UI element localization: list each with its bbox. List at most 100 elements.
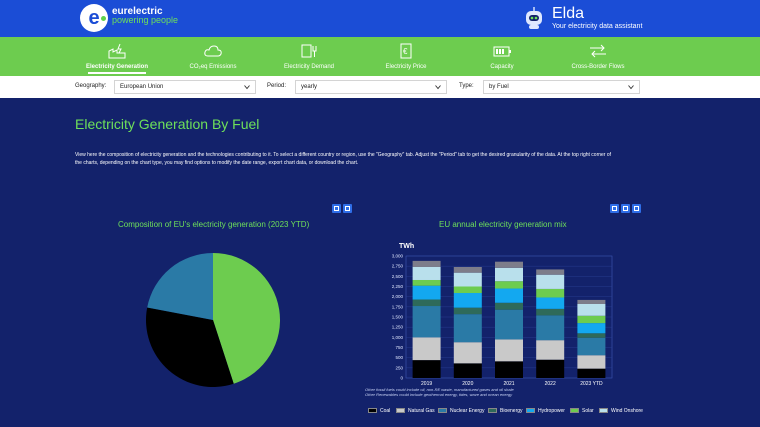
x-tick-label: 2020: [462, 381, 473, 387]
y-tick-label: 0: [400, 376, 403, 381]
bar-segment[interactable]: [412, 306, 441, 338]
bar-segment[interactable]: [577, 299, 606, 304]
legend-swatch: [396, 408, 405, 413]
bar-segment[interactable]: [412, 360, 441, 378]
top-header: e eurelectric powering people Elda Your …: [0, 0, 760, 37]
bar-segment[interactable]: [412, 337, 441, 361]
export-icon[interactable]: [621, 204, 630, 213]
pie-slice-2[interactable]: [147, 253, 213, 320]
main-nav: Electricity Generation CO₂eq Emissions E…: [0, 37, 760, 76]
bar-segment[interactable]: [536, 359, 565, 378]
bar-segment[interactable]: [577, 323, 606, 334]
robot-assistant-icon: [526, 7, 542, 29]
brand-tagline: powering people: [112, 15, 179, 25]
bar-segment[interactable]: [536, 297, 565, 309]
bar-segment[interactable]: [577, 315, 606, 324]
eurelectric-logo[interactable]: e: [80, 4, 108, 32]
battery-icon: [493, 46, 511, 57]
bar-segment[interactable]: [453, 307, 482, 315]
bar-segment[interactable]: [495, 339, 523, 362]
download-icon[interactable]: [343, 204, 352, 213]
bar-segment[interactable]: [495, 267, 523, 282]
bar-segment[interactable]: [577, 337, 606, 356]
bar-segment[interactable]: [577, 368, 606, 378]
svg-text:€: €: [403, 47, 408, 56]
bar-segment[interactable]: [577, 333, 606, 338]
geography-label: Geography:: [75, 83, 107, 89]
tab-electricity-generation[interactable]: Electricity Generation: [82, 37, 152, 76]
tab-co2eq-emissions[interactable]: CO₂eq Emissions: [180, 37, 246, 76]
bar-segment[interactable]: [453, 314, 482, 343]
tab-electricity-price[interactable]: € Electricity Price: [376, 37, 436, 76]
y-tick-label: 1,500: [392, 315, 404, 320]
tab-capacity[interactable]: Capacity: [474, 37, 530, 76]
bar-segment[interactable]: [536, 274, 565, 289]
period-select[interactable]: yearly: [295, 80, 447, 94]
bar-segment[interactable]: [536, 315, 565, 341]
pie-chart: [146, 253, 280, 387]
bar-segment[interactable]: [412, 266, 441, 280]
bar-segment[interactable]: [495, 302, 523, 310]
bar-segment[interactable]: [536, 269, 565, 275]
bar-segment[interactable]: [453, 286, 482, 294]
legend-swatch: [526, 408, 535, 413]
bar-segment[interactable]: [495, 261, 523, 268]
pie-chart-title: Composition of EU's electricity generati…: [118, 220, 310, 229]
footnote-line-1: Other fossil fuels could include oil, no…: [365, 387, 514, 392]
bar-segment[interactable]: [453, 363, 482, 378]
legend-label: Hydropower: [538, 408, 565, 414]
legend-label: Natural Gas: [408, 408, 435, 414]
y-tick-label: 2,250: [392, 284, 404, 289]
y-tick-label: 500: [395, 355, 403, 360]
bar-segment[interactable]: [453, 342, 482, 364]
x-tick-label: 2019: [421, 381, 432, 387]
page-title: Electricity Generation By Fuel: [75, 116, 260, 132]
legend-label: Solar: [582, 408, 594, 414]
bar-segment[interactable]: [412, 279, 441, 286]
pie-slice-0[interactable]: [213, 253, 280, 384]
tab-electricity-demand[interactable]: Electricity Demand: [276, 37, 342, 76]
plug-icon: [301, 44, 317, 58]
cloud-icon: [204, 45, 222, 57]
bar-segment[interactable]: [536, 288, 565, 298]
bar-segment[interactable]: [495, 281, 523, 289]
calendar-icon[interactable]: [610, 204, 619, 213]
bar-segment[interactable]: [453, 293, 482, 308]
y-tick-label: 2,500: [392, 274, 404, 279]
bar-segment[interactable]: [453, 272, 482, 287]
download-icon[interactable]: [632, 204, 641, 213]
legend-swatch: [488, 408, 497, 413]
bar-segment[interactable]: [577, 303, 606, 316]
pie-slice-1[interactable]: [146, 307, 234, 387]
euro-document-icon: €: [400, 43, 412, 59]
calendar-icon[interactable]: [332, 204, 341, 213]
type-select[interactable]: by Fuel: [483, 80, 640, 94]
y-tick-label: 250: [395, 365, 403, 370]
geography-select[interactable]: European Union: [114, 80, 256, 94]
bar-segment[interactable]: [536, 340, 565, 360]
bar-chart-title: EU annual electricity generation mix: [439, 220, 567, 229]
bar-segment[interactable]: [536, 308, 565, 316]
bar-segment[interactable]: [453, 266, 482, 273]
tab-cross-border-flows[interactable]: Cross-Border Flows: [565, 37, 631, 76]
legend-swatch: [438, 408, 447, 413]
bar-segment[interactable]: [495, 288, 523, 303]
bar-segment[interactable]: [495, 361, 523, 378]
stacked-bar-chart: TWh 0 250 500 750 1,000 1,250 1,500 1,750 2,000 2,…: [392, 243, 613, 387]
bar-segment[interactable]: [577, 355, 606, 369]
bar-segment[interactable]: [412, 299, 441, 307]
legend-swatch: [570, 408, 579, 413]
legend-label: Wind Onshore: [611, 408, 643, 414]
legend-swatch: [599, 408, 608, 413]
active-tab-indicator: [88, 72, 146, 74]
type-label: Type:: [459, 83, 474, 89]
legend-label: Bioenergy: [500, 408, 523, 414]
x-tick-label: 2021: [503, 381, 514, 387]
legend-label: Nuclear Energy: [450, 408, 485, 414]
footnote-line-2: Other Renewables could include geotherma…: [365, 391, 513, 397]
chevron-down-icon: [435, 85, 441, 90]
bar-segment[interactable]: [495, 309, 523, 340]
bar-segment[interactable]: [412, 260, 441, 267]
bar-segment[interactable]: [412, 285, 441, 300]
y-tick-label: 2,000: [392, 294, 404, 299]
